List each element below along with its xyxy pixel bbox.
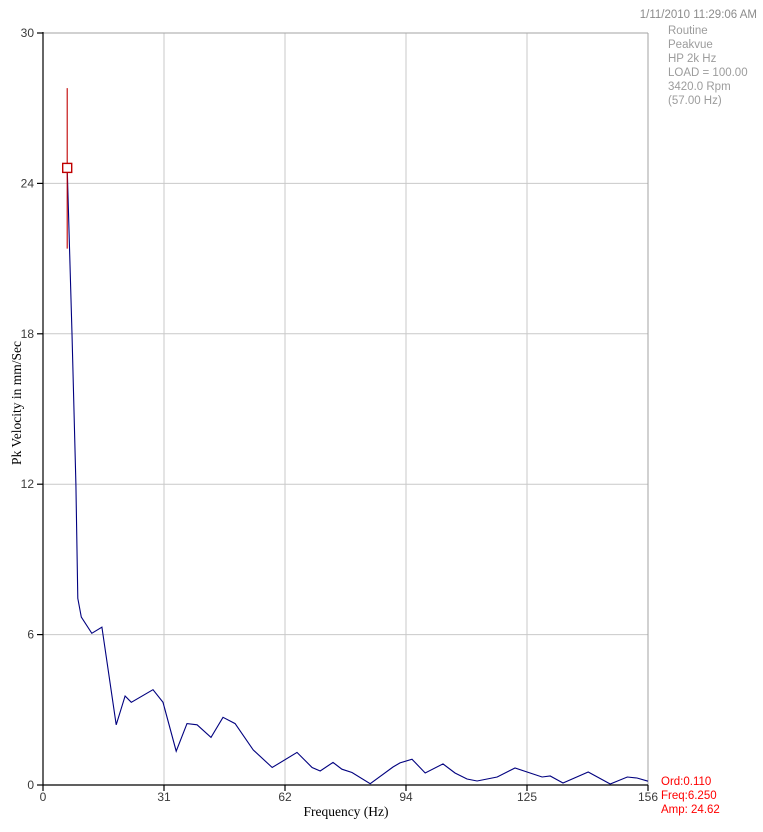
spectrum-trace	[66, 167, 649, 785]
measurement-info-block: Routine Peakvue HP 2k Hz LOAD = 100.00 3…	[668, 24, 748, 108]
x-tick-label: 156	[638, 790, 658, 804]
measurement-timestamp: 1/11/2010 11:29:06 AM	[639, 9, 757, 21]
cursor-marker[interactable]	[62, 162, 73, 174]
cursor-readout-block: Ord:0.110 Freq:6.250 Amp: 24.62	[661, 775, 720, 817]
y-tick-label: 24	[21, 176, 35, 190]
axis-tick-labels: 0 6 12 18 24 30 0 31 62 94 125 156	[21, 26, 659, 804]
plot-border	[42, 32, 649, 786]
axis-ticks	[37, 32, 649, 791]
info-load: LOAD = 100.00	[668, 67, 748, 79]
y-tick-label: 30	[21, 26, 35, 40]
gridlines	[43, 33, 648, 785]
x-tick-label: 62	[278, 790, 292, 804]
y-axis-title: Pk Velocity in mm/Sec	[9, 341, 24, 465]
cursor-frequency-value: Freq:6.250	[661, 790, 717, 802]
x-tick-label: 125	[517, 790, 537, 804]
info-hp-filter: HP 2k Hz	[668, 53, 717, 65]
x-axis-title: Frequency (Hz)	[303, 804, 388, 819]
y-tick-label: 18	[21, 327, 35, 341]
x-tick-label: 31	[157, 790, 171, 804]
info-route-type: Routine	[668, 25, 708, 37]
cursor-order-value: Ord:0.110	[661, 776, 712, 788]
x-tick-label: 0	[40, 790, 47, 804]
y-tick-label: 0	[27, 778, 34, 792]
info-run-speed-hz: (57.00 Hz)	[668, 95, 722, 107]
y-tick-label: 12	[21, 477, 35, 491]
info-rpm: 3420.0 Rpm	[668, 81, 731, 93]
y-tick-label: 6	[27, 628, 34, 642]
x-tick-label: 94	[399, 790, 413, 804]
info-analysis-mode: Peakvue	[668, 39, 713, 51]
cursor-amplitude-value: Amp: 24.62	[661, 804, 720, 816]
